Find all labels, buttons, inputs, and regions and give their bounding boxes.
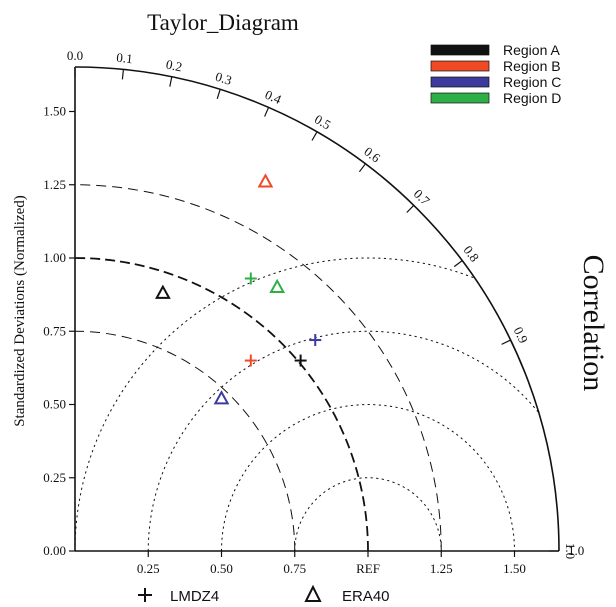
lmdz4-point-region-a (294, 354, 307, 367)
correlation-tick-10 (501, 339, 511, 345)
y-tick-label-1: 0.00 (43, 543, 66, 558)
y-tick-label-3: 0.50 (43, 397, 66, 412)
grid-layer (74, 184, 540, 552)
correlation-axis-label: Correlation (577, 255, 610, 392)
legend-label-era40: ERA40 (342, 588, 390, 605)
correlation-tick-label-2: 0.1 (116, 50, 134, 67)
correlation-tick-label-1: 0.0 (67, 48, 83, 63)
x-tick-label-4: REF (356, 561, 380, 576)
data-points-layer (155, 173, 322, 405)
correlation-tick-label-6: 0.5 (312, 111, 334, 132)
legend-label-region-a: Region A (503, 42, 560, 58)
lmdz4-point-region-c (309, 334, 322, 347)
legend-swatch-region-a (430, 44, 490, 56)
correlation-one-label: 1.0 (568, 543, 584, 558)
y-tick-label-6: 1.25 (43, 177, 66, 192)
rms-arc-0-5 (221, 404, 515, 552)
lmdz4-point-region-d (244, 272, 257, 285)
axes-layer (74, 66, 560, 552)
correlation-tick-label-4: 0.3 (214, 69, 234, 88)
legend-label-region-d: Region D (503, 90, 561, 106)
rms-arc-0-75 (147, 330, 540, 552)
marker-legend: LMDZ4 ERA40 (138, 584, 390, 605)
legend-swatch-region-b (430, 60, 490, 72)
era40-point-region-a (155, 284, 171, 299)
legend-lmdz4-marker (138, 588, 152, 602)
era40-point-region-b (257, 173, 274, 188)
y-tick-label-2: 0.25 (43, 470, 66, 485)
y-tick-label-7: 1.50 (43, 104, 66, 119)
std-arc-1 (74, 257, 369, 552)
y-tick-label-4: 0.75 (43, 323, 66, 338)
legend-label-lmdz4: LMDZ4 (170, 588, 219, 605)
tick-layer: 0.25 0.50 0.75 REF 1.25 1.50 0.00 0.25 0.50 0.75 1… (43, 48, 584, 576)
legend-label-region-b: Region B (503, 58, 561, 74)
x-tick-label-6: 1.50 (503, 561, 526, 576)
legend-era40-marker (304, 584, 322, 602)
correlation-tick-5 (264, 107, 270, 117)
legend-swatch-region-d (430, 92, 490, 104)
legend-swatch-region-c (430, 76, 490, 88)
era40-point-region-d (269, 278, 286, 293)
correlation-tick-4 (216, 89, 221, 100)
x-tick-label-1: 0.25 (137, 561, 160, 576)
correlation-tick-label-11: 1.0 (563, 543, 578, 559)
y-tick-label-5: 1.00 (43, 250, 66, 265)
correlation-tick-6 (311, 131, 318, 141)
correlation-tick-label-5: 0.4 (263, 87, 284, 107)
x-tick-label-3: 0.75 (283, 561, 306, 576)
rms-arc-0-25 (294, 477, 442, 552)
std-arc-1-25 (74, 184, 442, 552)
rms-arc-1 (74, 257, 475, 552)
correlation-tick-label-3: 0.2 (165, 57, 184, 75)
correlation-tick-2 (121, 69, 124, 80)
lmdz4-point-region-b (244, 354, 257, 367)
correlation-tick-7 (358, 163, 366, 173)
y-axis-label: Standardized Deviations (Normalized) (12, 195, 28, 427)
outer-correlation-arc (74, 66, 560, 552)
legend-label-region-c: Region C (503, 74, 561, 90)
x-tick-label-5: 1.25 (430, 561, 453, 576)
correlation-tick-3 (169, 76, 173, 87)
era40-point-region-c (213, 390, 230, 405)
correlation-tick-8 (406, 204, 415, 213)
x-tick-label-2: 0.50 (210, 561, 233, 576)
chart-title: Taylor_Diagram (147, 10, 299, 35)
correlation-tick-9 (453, 260, 463, 268)
std-arc-0-75 (74, 330, 296, 552)
correlation-tick-label-10: 0.9 (511, 324, 532, 345)
